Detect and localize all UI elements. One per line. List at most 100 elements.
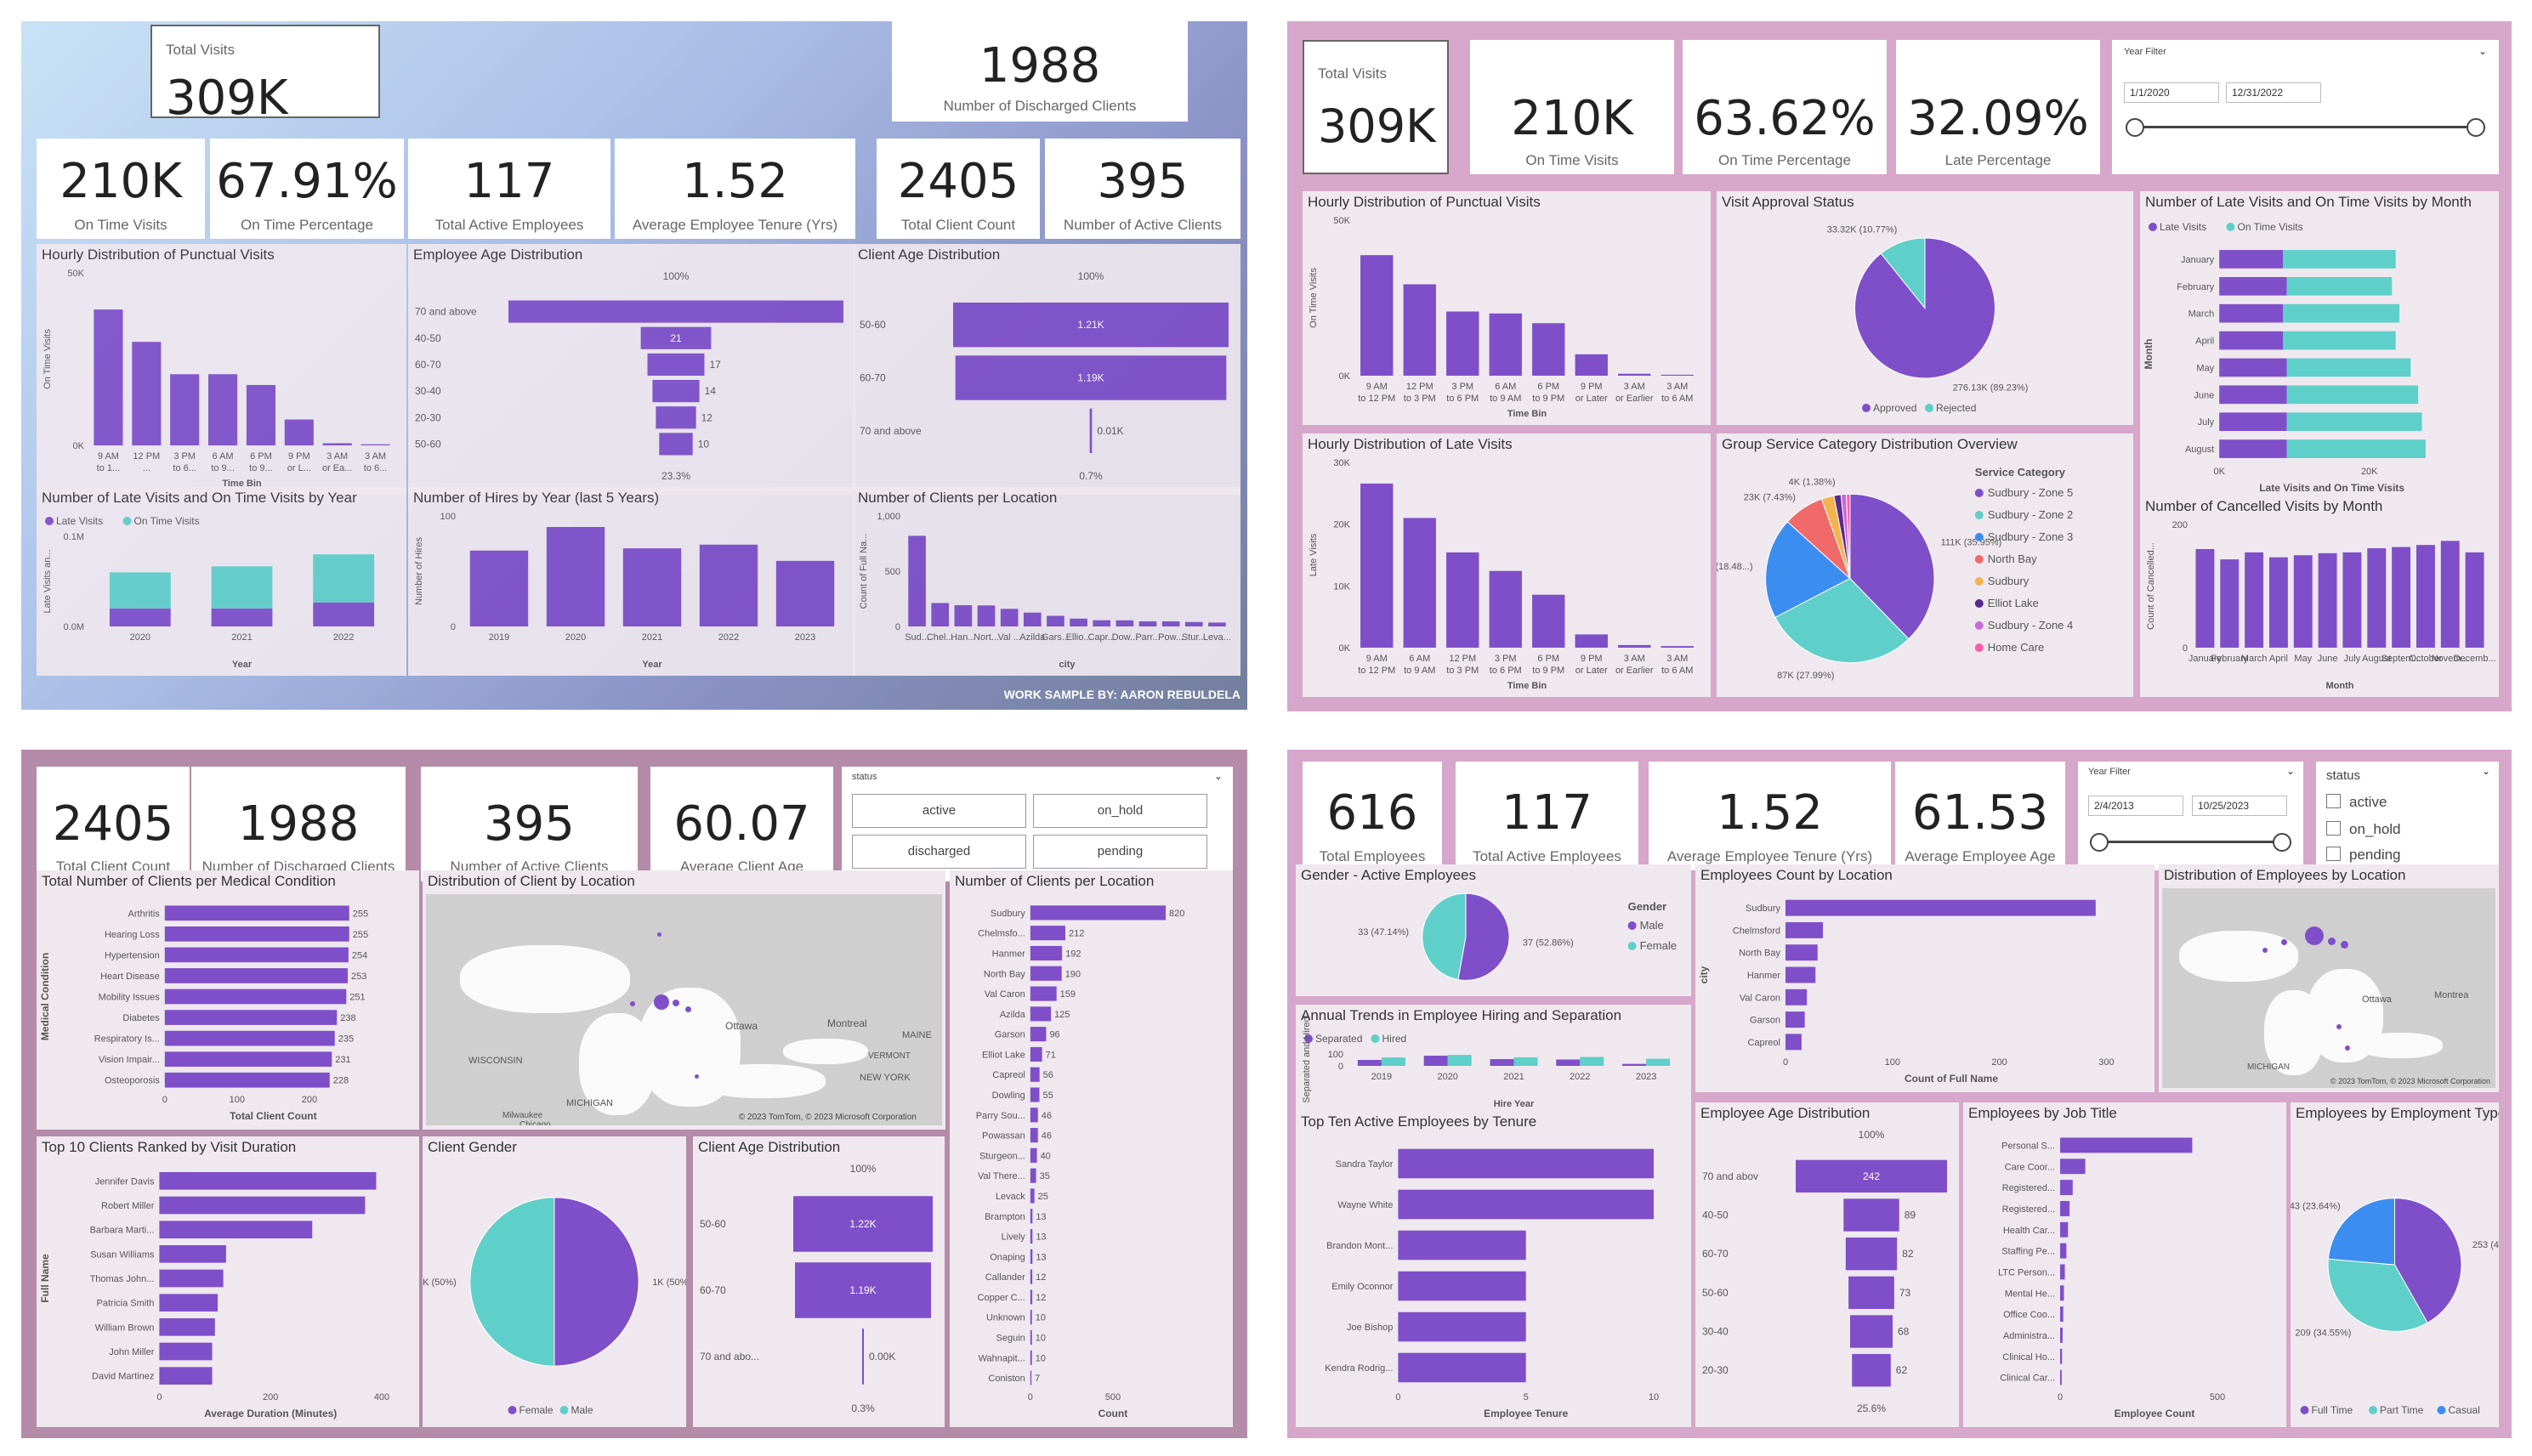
bar[interactable]: [159, 1318, 215, 1336]
status-on-hold-checkbox[interactable]: on_hold: [2326, 821, 2401, 838]
status-active-checkbox[interactable]: active: [2326, 794, 2387, 811]
bar[interactable]: [1030, 1329, 1032, 1346]
pie-slice[interactable]: [1457, 892, 1510, 981]
chart-q2-late-ontime-month[interactable]: Number of Late Visits and On Time Visits…: [2140, 191, 2499, 501]
bar-segment[interactable]: [2283, 331, 2396, 350]
bar[interactable]: [908, 535, 926, 626]
bar[interactable]: [2060, 1306, 2064, 1323]
kpi-client-age[interactable]: 60.07 Average Client Age: [650, 767, 833, 881]
bar-segment[interactable]: [2286, 276, 2393, 296]
bar[interactable]: [1030, 1370, 1032, 1385]
bar[interactable]: [1030, 1006, 1052, 1022]
bar[interactable]: [159, 1172, 377, 1190]
map-bubble[interactable]: [685, 1006, 691, 1012]
bar[interactable]: [1661, 374, 1694, 376]
funnel-bar[interactable]: [955, 355, 1227, 400]
kpi-employee-tenure[interactable]: 1.52 Average Employee Tenure (Yrs): [615, 139, 855, 239]
bar[interactable]: [1030, 1310, 1032, 1325]
bar[interactable]: [1447, 1055, 1472, 1066]
legend-marker[interactable]: [1371, 1034, 1380, 1043]
bar-segment[interactable]: [2286, 439, 2426, 458]
bar[interactable]: [1047, 615, 1064, 626]
legend-marker[interactable]: [1304, 1034, 1313, 1043]
bar[interactable]: [1785, 966, 1816, 983]
bar[interactable]: [1093, 620, 1111, 626]
kpi-on-time-percentage[interactable]: 67.91% On Time Percentage: [210, 139, 404, 239]
bar-segment[interactable]: [2219, 439, 2287, 458]
bar[interactable]: [322, 443, 352, 445]
kpi-client-count-3[interactable]: 2405 Total Client Count: [37, 767, 190, 881]
map-bubble[interactable]: [2336, 1024, 2342, 1029]
status-filter-4[interactable]: status ⌄ active on_hold pending: [2316, 762, 2499, 870]
bar[interactable]: [1532, 323, 1565, 376]
bar[interactable]: [164, 1051, 332, 1068]
kpi-on-time-percentage-2[interactable]: 63.62% On Time Percentage: [1683, 40, 1887, 174]
bar[interactable]: [1360, 483, 1394, 648]
bar[interactable]: [1116, 620, 1134, 626]
chevron-down-icon[interactable]: ⌄: [2481, 765, 2490, 777]
funnel-bar[interactable]: [862, 1329, 864, 1385]
map-bubble[interactable]: [695, 1074, 699, 1079]
chart-q1-client-age[interactable]: Client Age Distribution 100% 0.7% 50-60 1.21…: [853, 244, 1240, 495]
bar[interactable]: [1556, 1059, 1581, 1066]
bar[interactable]: [1575, 634, 1608, 648]
bar[interactable]: [775, 560, 835, 626]
kpi-active-employees[interactable]: 117 Total Active Employees: [408, 139, 610, 239]
bar[interactable]: [164, 905, 349, 921]
bar[interactable]: [1208, 622, 1226, 626]
legend-marker[interactable]: [1925, 404, 1933, 412]
bar[interactable]: [159, 1367, 213, 1385]
funnel-bar[interactable]: [1849, 1315, 1893, 1348]
bar-segment[interactable]: [211, 566, 273, 609]
chart-q2-punctual[interactable]: Hourly Distribution of Punctual Visits 50…: [1303, 191, 1711, 425]
kpi-total-employees[interactable]: 616 Total Employees: [1303, 762, 1442, 870]
bar[interactable]: [1030, 1289, 1033, 1305]
map-employee-location[interactable]: Distribution of Employees by Location Ot…: [2159, 864, 2499, 1092]
bar[interactable]: [1030, 1269, 1033, 1284]
bar[interactable]: [2245, 552, 2264, 648]
kpi-client-count[interactable]: 2405 Total Client Count: [877, 139, 1040, 239]
legend-marker[interactable]: [1974, 621, 1984, 630]
bar-segment[interactable]: [2283, 303, 2400, 323]
legend-marker[interactable]: [45, 517, 54, 525]
kpi-employee-age[interactable]: 61.53 Average Employee Age: [1895, 762, 2065, 870]
slider-handle-start[interactable]: [2090, 833, 2109, 852]
bar[interactable]: [1030, 1046, 1042, 1062]
legend-marker[interactable]: [122, 517, 132, 525]
bar[interactable]: [2060, 1137, 2193, 1153]
bar[interactable]: [1398, 1148, 1654, 1179]
bar[interactable]: [1446, 311, 1479, 376]
bar[interactable]: [164, 926, 349, 942]
pie-slice[interactable]: [554, 1197, 639, 1367]
bar[interactable]: [1398, 1189, 1654, 1220]
bar[interactable]: [2060, 1348, 2063, 1364]
bar[interactable]: [94, 309, 123, 445]
chart-q1-late-ontime-year[interactable]: Number of Late Visits and On Time Visits…: [37, 487, 406, 676]
bar[interactable]: [159, 1245, 226, 1263]
chart-q3-top10[interactable]: Top 10 Clients Ranked by Visit Duration F…: [37, 1136, 419, 1427]
bar[interactable]: [2060, 1285, 2064, 1301]
legend-marker[interactable]: [1974, 555, 1984, 564]
funnel-bar[interactable]: [647, 353, 705, 377]
kpi-active-employees-4[interactable]: 117 Total Active Employees: [1456, 762, 1638, 870]
bar[interactable]: [1618, 644, 1651, 648]
bar[interactable]: [1489, 313, 1522, 376]
bar[interactable]: [1030, 1027, 1047, 1042]
map-bubble[interactable]: [654, 994, 669, 1010]
status-active-button[interactable]: active: [852, 794, 1026, 828]
bar[interactable]: [546, 527, 605, 626]
kpi-on-time-visits[interactable]: 210K On Time Visits: [37, 139, 205, 239]
funnel-bar[interactable]: [1845, 1237, 1898, 1271]
bar[interactable]: [622, 548, 682, 626]
bar[interactable]: [159, 1221, 313, 1238]
bar[interactable]: [170, 374, 200, 445]
slider-handle-start[interactable]: [2126, 118, 2144, 137]
bar[interactable]: [1030, 986, 1057, 1001]
bar[interactable]: [1030, 1168, 1036, 1183]
bar[interactable]: [1030, 1350, 1032, 1365]
chart-q2-late[interactable]: Hourly Distribution of Late Visits 30K 20K…: [1303, 433, 1711, 697]
bar[interactable]: [1030, 1147, 1037, 1163]
end-date-input[interactable]: 10/25/2023: [2192, 796, 2287, 816]
chart-q3-gender[interactable]: Client Gender 1K (50%) 1K (50%) Female Male: [423, 1136, 686, 1427]
chart-q1-punctual[interactable]: Hourly Distribution of Punctual Visits 50…: [37, 244, 406, 495]
